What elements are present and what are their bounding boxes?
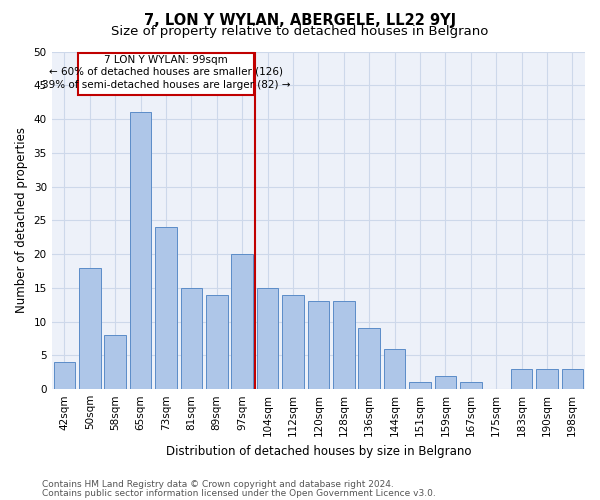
Text: 7, LON Y WYLAN, ABERGELE, LL22 9YJ: 7, LON Y WYLAN, ABERGELE, LL22 9YJ (144, 12, 456, 28)
Text: Contains public sector information licensed under the Open Government Licence v3: Contains public sector information licen… (42, 488, 436, 498)
Bar (460, 382, 482, 389)
Bar (79, 268, 101, 389)
Text: 39% of semi-detached houses are larger (82) →: 39% of semi-detached houses are larger (… (42, 80, 290, 90)
Y-axis label: Number of detached properties: Number of detached properties (15, 128, 28, 314)
Bar (79, 53, 254, 96)
Bar (232, 254, 253, 389)
Bar (308, 302, 329, 389)
Bar (53, 362, 75, 389)
Bar (206, 294, 227, 389)
Text: Size of property relative to detached houses in Belgrano: Size of property relative to detached ho… (112, 25, 488, 38)
Bar (409, 382, 431, 389)
X-axis label: Distribution of detached houses by size in Belgrano: Distribution of detached houses by size … (166, 444, 471, 458)
Bar (536, 369, 557, 389)
Bar (155, 227, 177, 389)
Bar (434, 376, 456, 389)
Bar (384, 348, 406, 389)
Text: 7 LON Y WYLAN: 99sqm: 7 LON Y WYLAN: 99sqm (104, 56, 228, 66)
Bar (333, 302, 355, 389)
Bar (130, 112, 151, 389)
Bar (104, 335, 126, 389)
Bar (257, 288, 278, 389)
Bar (562, 369, 583, 389)
Bar (358, 328, 380, 389)
Text: Contains HM Land Registry data © Crown copyright and database right 2024.: Contains HM Land Registry data © Crown c… (42, 480, 394, 489)
Text: ← 60% of detached houses are smaller (126): ← 60% of detached houses are smaller (12… (49, 66, 283, 76)
Bar (181, 288, 202, 389)
Bar (511, 369, 532, 389)
Bar (282, 294, 304, 389)
